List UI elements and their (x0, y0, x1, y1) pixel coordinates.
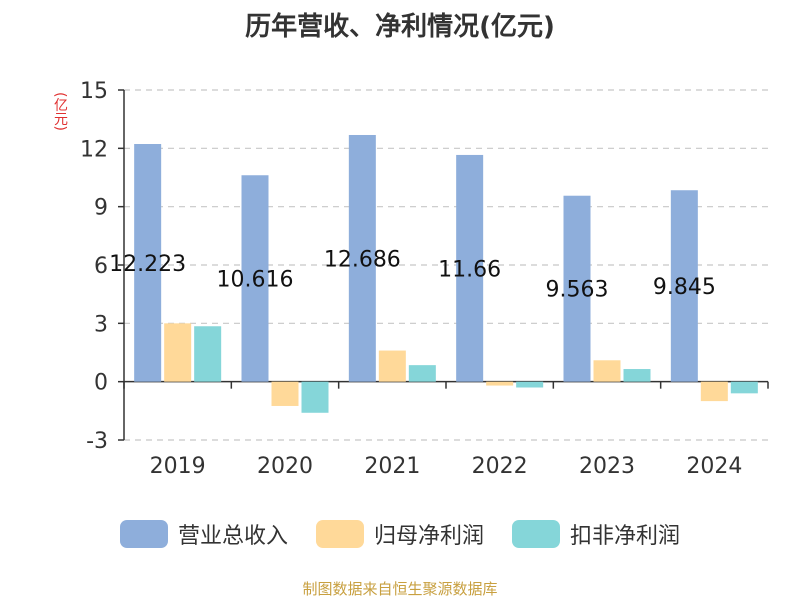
chart-title: 历年营收、净利情况(亿元) (245, 12, 555, 42)
bar-net-profit (700, 381, 728, 402)
bar-net-profit (164, 323, 192, 382)
y-tick-label: 15 (80, 79, 108, 104)
data-label-revenue: 9.845 (653, 275, 716, 300)
bar-net-profit (486, 381, 514, 386)
bar-revenue (134, 143, 162, 382)
data-label-revenue: 10.616 (217, 267, 294, 292)
bar-deducted-profit (194, 326, 222, 382)
legend-item-revenue[interactable]: 营业总收入 (119, 518, 288, 550)
x-tick-label: 2023 (579, 454, 635, 479)
legend-swatch-net-profit (315, 520, 364, 548)
legend-label-revenue: 营业总收入 (177, 524, 288, 549)
bar-deducted-profit (516, 381, 544, 388)
x-tick-label: 2022 (472, 454, 528, 479)
legend-swatch-revenue (119, 520, 168, 548)
x-tick-label: 2021 (364, 454, 420, 479)
legend-swatch-deducted-profit (512, 520, 560, 548)
bar-net-profit (593, 360, 621, 382)
legend-label-net-profit: 归母净利润 (373, 524, 484, 549)
y-tick-label: 6 (94, 254, 108, 279)
bar-revenue (348, 134, 376, 382)
bar-deducted-profit (301, 381, 329, 413)
y-tick-label: 9 (94, 196, 108, 221)
data-label-revenue: 12.223 (109, 252, 186, 277)
bar-net-profit (271, 381, 299, 406)
legend-label-deducted-profit: 扣非净利润 (570, 524, 681, 549)
bar-deducted-profit (408, 365, 436, 382)
y-tick-label: 12 (80, 137, 108, 162)
y-tick-label: 3 (94, 312, 108, 337)
data-source-note: 制图数据来自恒生聚源数据库 (302, 580, 498, 598)
bar-revenue (563, 195, 591, 382)
bar-deducted-profit (623, 369, 651, 382)
bar-deducted-profit (730, 381, 758, 394)
data-label-revenue: 12.686 (324, 247, 401, 272)
y-axis-unit-label: (亿元) (52, 92, 68, 131)
y-tick-label: -3 (86, 429, 108, 454)
legend-item-deducted-profit[interactable]: 扣非净利润 (512, 518, 680, 550)
x-tick-label: 2024 (686, 454, 742, 479)
bar-net-profit (378, 350, 406, 382)
x-tick-label: 2019 (150, 454, 206, 479)
data-label-revenue: 11.66 (438, 257, 501, 282)
data-label-revenue: 9.563 (546, 278, 609, 303)
y-tick-label: 0 (94, 371, 108, 396)
bar-chart: -3 0 3 6 9 12 15 2019 12.223 2020 10.616 2021 12.686… (80, 79, 769, 479)
legend: 营业总收入 归母净利润 扣非净利润 (0, 518, 800, 550)
x-tick-label: 2020 (257, 454, 313, 479)
bar-revenue (456, 154, 484, 382)
bar-revenue (670, 190, 698, 382)
bar-revenue (241, 175, 269, 382)
legend-item-net-profit[interactable]: 归母净利润 (315, 518, 484, 550)
